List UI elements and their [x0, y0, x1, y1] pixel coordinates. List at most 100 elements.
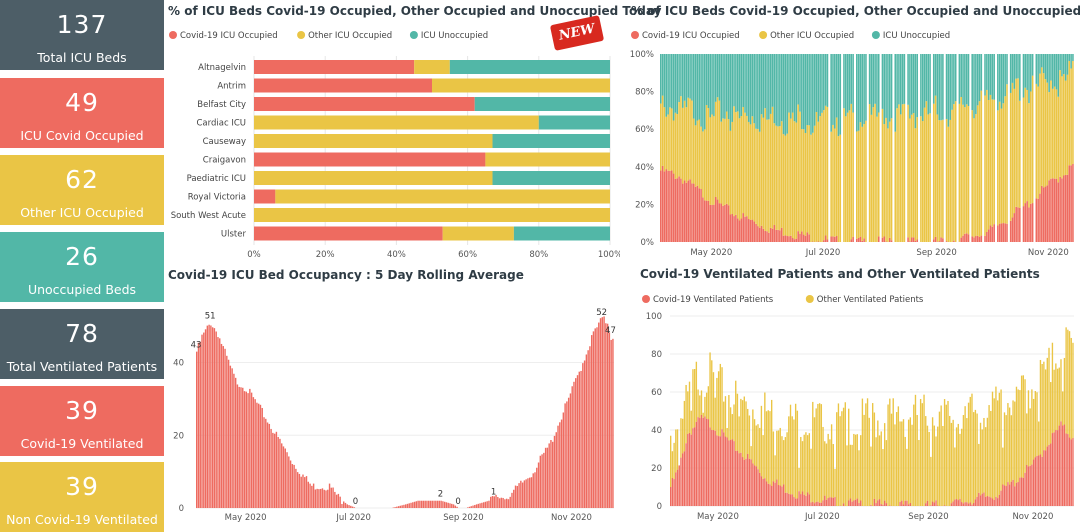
bar-unoccupied — [953, 54, 955, 104]
bar-other — [1069, 61, 1071, 165]
bar-covid — [997, 225, 999, 242]
y-tick-label: 0 — [657, 502, 662, 512]
bar-covid — [1017, 207, 1019, 242]
bar-unoccupied — [927, 54, 929, 114]
bar-covid — [891, 240, 893, 242]
bar-other — [801, 129, 803, 231]
bar-unoccupied — [774, 54, 776, 123]
bar-other — [879, 435, 880, 499]
bar — [442, 501, 443, 508]
bar-covid — [770, 228, 772, 242]
bar-covid — [693, 184, 695, 242]
bar — [559, 422, 560, 508]
bar-unoccupied — [942, 54, 944, 120]
bar-other — [742, 107, 744, 213]
bar-covid — [1063, 175, 1065, 242]
bar-other — [730, 407, 731, 440]
bar-other — [761, 114, 763, 226]
bar — [520, 481, 521, 508]
bar-covid — [1015, 207, 1017, 242]
bar-other — [732, 414, 733, 439]
bar-unoccupied — [1059, 54, 1061, 70]
bar-other — [676, 114, 678, 178]
bar-unoccupied — [951, 54, 953, 110]
bar-other — [1041, 364, 1042, 457]
bar-covid — [956, 499, 957, 506]
kpi-value: 49 — [0, 88, 164, 117]
bar-other — [755, 129, 757, 224]
bar-covid — [1048, 180, 1050, 242]
bar — [247, 393, 248, 508]
bar-unoccupied — [1045, 54, 1047, 79]
bar-covid — [662, 166, 664, 242]
legend-item: ICU Unoccupied — [421, 31, 488, 41]
bar-unoccupied — [964, 54, 966, 107]
bar-covid — [715, 197, 717, 242]
bar-covid — [687, 434, 688, 506]
bar-covid — [963, 503, 964, 506]
bar-other — [937, 427, 938, 506]
bar-covid — [817, 502, 818, 506]
bar — [320, 489, 321, 508]
category-label: Cardiac ICU — [197, 119, 247, 129]
legend-marker — [297, 31, 305, 39]
bar-other — [768, 119, 770, 232]
bar-unoccupied — [775, 54, 777, 126]
bar-covid — [829, 497, 830, 506]
bar-unoccupied — [887, 54, 889, 128]
bar-covid — [771, 486, 772, 506]
bar-covid — [819, 503, 820, 506]
bar-covid — [889, 505, 890, 506]
bar-other — [777, 126, 779, 229]
bar-unoccupied — [790, 54, 792, 119]
bar-other — [1026, 90, 1028, 201]
bar-unoccupied — [697, 54, 699, 121]
bar-other — [660, 104, 662, 171]
bar-other — [1053, 370, 1054, 433]
bar-other — [833, 444, 834, 498]
bar-covid — [704, 416, 705, 506]
bar-other — [1064, 358, 1065, 425]
bar-unoccupied — [1052, 54, 1054, 89]
bar — [327, 490, 328, 508]
bar-covid — [1040, 454, 1041, 506]
bar-covid — [728, 205, 730, 242]
bar-unoccupied — [691, 54, 693, 101]
bar-other — [1045, 369, 1046, 450]
bar-covid — [1050, 179, 1052, 242]
bar-other — [896, 412, 897, 506]
bar-covid — [1054, 179, 1056, 242]
bar-other — [704, 397, 705, 417]
bar — [398, 506, 399, 508]
bar-unoccupied — [823, 54, 825, 110]
bar-covid — [785, 235, 787, 242]
bar-covid — [853, 500, 854, 506]
bar — [490, 497, 491, 508]
bar-covid — [908, 504, 909, 506]
bar-other — [808, 125, 810, 234]
bar-other — [1032, 76, 1034, 203]
bar-covid — [726, 204, 728, 242]
bar-unoccupied — [926, 54, 928, 101]
bar-other — [830, 132, 832, 237]
bar-other — [677, 429, 678, 469]
bar-unoccupied — [746, 54, 748, 116]
bar — [474, 505, 475, 508]
bar-unoccupied — [907, 54, 909, 105]
bar-unoccupied — [1067, 54, 1069, 75]
bar-covid — [682, 453, 683, 506]
bar-other — [959, 104, 961, 242]
bar — [281, 443, 282, 508]
bar-other — [684, 401, 685, 451]
kpi-card-icu-covid-occupied: 49 ICU Covid Occupied — [0, 78, 164, 148]
bar — [396, 507, 397, 508]
bar-covid — [675, 179, 677, 242]
bar-other — [797, 411, 798, 499]
bar-other — [1052, 343, 1053, 433]
bar — [331, 488, 332, 508]
bar-other — [794, 121, 796, 239]
bar-covid — [1071, 439, 1072, 506]
bar-unoccupied — [750, 54, 752, 124]
bar-other — [986, 90, 988, 232]
